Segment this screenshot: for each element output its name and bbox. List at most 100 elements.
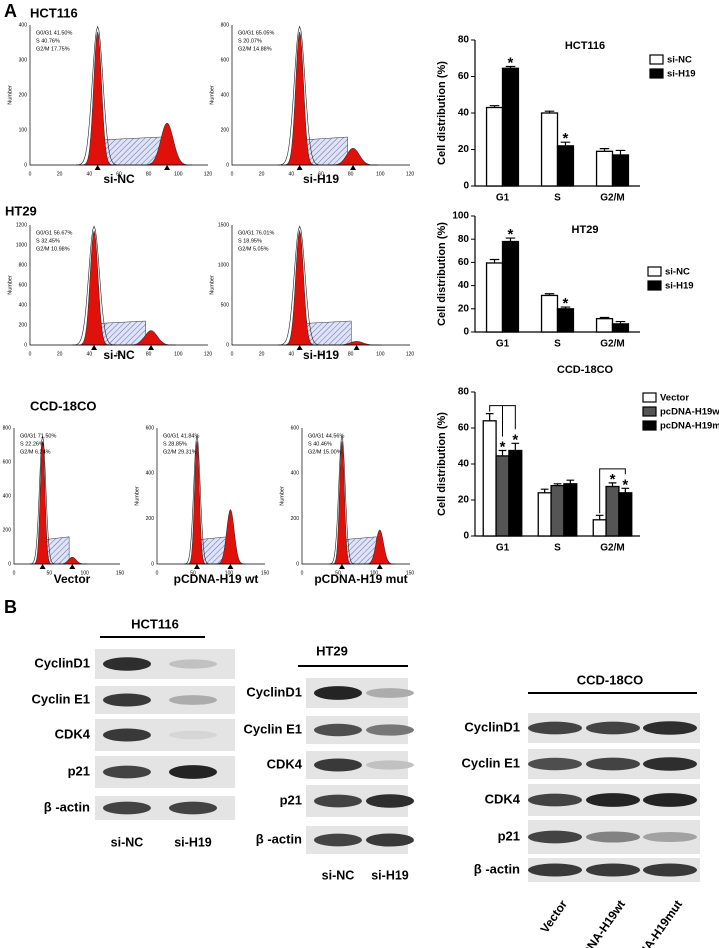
- legend-swatch: [649, 54, 664, 65]
- marker: [94, 165, 101, 170]
- x-tick-label: 0: [29, 351, 32, 357]
- band: [528, 793, 582, 807]
- error-bar: [540, 488, 549, 493]
- x-tick-label: 40: [87, 171, 93, 177]
- band: [528, 863, 582, 877]
- bar: [605, 485, 620, 537]
- g1-peak: [78, 229, 110, 346]
- x-tick-label: 80: [348, 351, 354, 357]
- x-tick-label: 60: [116, 171, 122, 177]
- significance: *: [512, 431, 518, 448]
- row-label: p21: [280, 792, 302, 807]
- bar: [485, 262, 504, 333]
- s-phase: [99, 320, 146, 346]
- x-tick-label: 50: [47, 570, 53, 576]
- sample-label: pCDNA-H19 mut: [314, 572, 407, 586]
- y-tick-label: 0: [151, 561, 154, 567]
- legend-label: si-H19: [667, 69, 696, 80]
- bar: [592, 519, 607, 537]
- band: [366, 833, 414, 847]
- y-tick-label: 200: [291, 516, 300, 522]
- y-tick-label: 80: [458, 387, 470, 398]
- sample-label: pCDNA-H19 wt: [174, 572, 259, 586]
- marker: [376, 564, 383, 569]
- x-tick-label: 0: [13, 570, 16, 576]
- y-tick-label: 1200: [16, 222, 27, 228]
- bar: [540, 112, 559, 187]
- stat-text: G2/M 17.75%: [36, 46, 70, 52]
- legend-swatch: [647, 280, 662, 291]
- error-bar: [608, 482, 617, 487]
- bar: [540, 294, 559, 333]
- bar: [595, 318, 614, 333]
- stat-text: G0/G1 65.05%: [238, 30, 274, 36]
- y-axis-label: Number: [7, 85, 13, 105]
- row-label: Cyclin E1: [243, 721, 302, 736]
- y-tick-label: 0: [463, 531, 469, 542]
- error-bar: [485, 413, 494, 421]
- y-tick-label: 400: [146, 471, 155, 477]
- marker: [164, 165, 171, 170]
- x-tick-label: 20: [259, 171, 265, 177]
- group-title: CCD-18CO: [30, 398, 96, 413]
- fit-curve: [29, 436, 56, 565]
- x-tick-label: 0: [156, 570, 159, 576]
- x-tick-label: 0: [231, 171, 234, 177]
- y-tick-label: 400: [19, 302, 28, 308]
- legend-swatch: [642, 420, 657, 431]
- x-tick-label: 40: [289, 351, 295, 357]
- band: [528, 830, 582, 844]
- y-tick-label: 0: [8, 561, 11, 567]
- legend-label: Vector: [660, 393, 689, 404]
- y-axis-label: Number: [134, 486, 140, 506]
- y-tick-label: 80: [458, 234, 470, 245]
- band: [366, 688, 414, 698]
- x-tick-label: 100: [376, 351, 385, 357]
- band: [586, 863, 640, 877]
- row-label: β -actin: [256, 831, 302, 846]
- x-tick-label: 120: [204, 171, 213, 177]
- fit-curve: [277, 25, 322, 166]
- significance: *: [563, 295, 569, 312]
- band: [643, 831, 697, 843]
- y-tick-label: 600: [19, 282, 28, 288]
- x-tick-label: 80: [146, 171, 152, 177]
- band: [366, 794, 414, 808]
- band: [169, 659, 217, 669]
- y-tick-label: 800: [221, 22, 230, 28]
- y-tick-label: 600: [3, 459, 12, 465]
- x-tick-label: 100: [80, 570, 89, 576]
- error-bar: [498, 449, 507, 456]
- error-bar: [489, 258, 500, 263]
- bar: [501, 67, 520, 187]
- y-tick-label: 0: [226, 162, 229, 168]
- y-tick-label: 800: [19, 262, 28, 268]
- marker: [148, 345, 155, 350]
- sample-label: si-H19: [303, 172, 339, 186]
- y-axis-label: Cell distribution (%): [436, 222, 448, 326]
- error-bar: [489, 105, 500, 108]
- g1-peak: [81, 31, 114, 166]
- error-bar: [505, 65, 516, 69]
- legend-swatch: [647, 266, 662, 277]
- x-tick-label: 0: [301, 570, 304, 576]
- y-tick-label: 0: [296, 561, 299, 567]
- stat-text: G0/G1 41.50%: [36, 30, 72, 36]
- significance: *: [508, 226, 514, 243]
- error-bar: [566, 479, 575, 484]
- error-bar: [544, 293, 555, 296]
- g1-peak: [283, 229, 316, 346]
- x-tick-label: 0: [231, 351, 234, 357]
- row-label: β -actin: [474, 861, 520, 876]
- g2-peak: [364, 529, 395, 565]
- band: [586, 757, 640, 771]
- y-tick-label: 800: [3, 425, 12, 431]
- y-tick-label: 300: [19, 57, 28, 63]
- y-tick-label: 1000: [16, 242, 27, 248]
- axes: [13, 428, 120, 565]
- marker: [296, 165, 303, 170]
- y-tick-label: 400: [221, 92, 230, 98]
- chart-title: HT29: [572, 224, 599, 236]
- bar: [508, 449, 523, 537]
